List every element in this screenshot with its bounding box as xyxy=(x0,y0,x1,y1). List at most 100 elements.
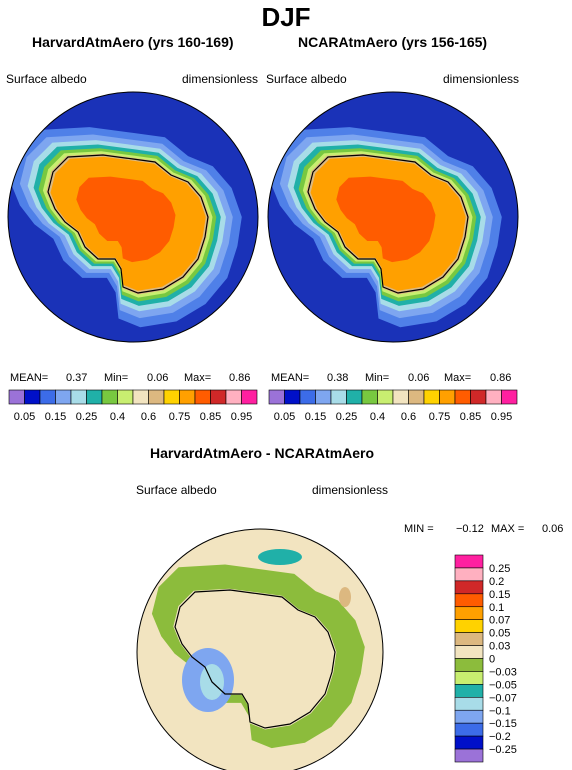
colorbar-swatch xyxy=(132,389,149,405)
colorbar-swatch xyxy=(454,697,484,711)
max-label-harvard: Max= xyxy=(184,372,212,384)
variable-label-ncar: Surface albedo xyxy=(266,72,347,86)
colorbar-tick-label: −0.25 xyxy=(489,744,517,756)
colorbar-swatch xyxy=(454,580,484,595)
colorbar-swatch xyxy=(101,389,118,405)
max-value-diff: 0.06 xyxy=(542,523,564,535)
colorbar-swatch xyxy=(148,389,165,405)
max-label-ncar: Max= xyxy=(444,372,472,384)
colorbar-tick-label: 0 xyxy=(489,654,495,666)
colorbar-swatch xyxy=(454,671,484,685)
colorbar-swatch xyxy=(454,722,484,737)
mean-value-harvard: 0.37 xyxy=(66,372,88,384)
variable-label-harvard: Surface albedo xyxy=(6,72,87,86)
colorbar-tick-label: −0.03 xyxy=(489,666,517,678)
colorbar-tick-label: 0.05 xyxy=(14,411,35,423)
coastline xyxy=(307,154,469,294)
colorbar-swatch xyxy=(86,389,103,405)
units-label-harvard: dimensionless xyxy=(182,72,259,86)
colorbar-swatch xyxy=(299,389,316,405)
colorbar-swatch xyxy=(268,389,285,405)
colorbar-swatch xyxy=(439,389,456,405)
colorbar-tick-label: 0.85 xyxy=(460,411,481,423)
mean-label-harvard: MEAN= xyxy=(10,372,49,384)
colorbar-tick-label: 0.1 xyxy=(489,602,504,614)
colorbar-swatch xyxy=(454,684,484,698)
colorbar-swatch xyxy=(454,619,484,633)
max-label-diff: MAX = xyxy=(491,523,525,535)
colorbar-harvard: 0.05 0.15 0.25 0.4 0.6 0.75 0.85 0.95 xyxy=(8,389,258,423)
panel-title-ncar: NCARAtmAero (yrs 156-165) xyxy=(298,34,488,50)
colorbar-tick-label: 0.95 xyxy=(231,411,252,423)
min-value-ncar: 0.06 xyxy=(408,372,430,384)
colorbar-tick-label: 0.05 xyxy=(489,628,510,640)
colorbar-swatch xyxy=(55,389,72,405)
variable-label-diff: Surface albedo xyxy=(136,483,217,497)
colorbar-tick-label: 0.4 xyxy=(370,411,385,423)
high-albedo-core xyxy=(76,176,176,263)
colorbar-tick-label: 0.6 xyxy=(141,411,156,423)
colorbar-swatch xyxy=(39,389,56,405)
colorbar-swatch xyxy=(454,632,484,646)
colorbar-tick-label: −0.15 xyxy=(489,718,517,730)
colorbar-swatch xyxy=(454,606,484,620)
max-value-harvard: 0.86 xyxy=(229,372,251,384)
colorbar-swatch xyxy=(454,748,484,763)
positive-anomaly-east xyxy=(339,587,351,607)
colorbar-swatch xyxy=(392,389,409,405)
colorbar-swatch xyxy=(163,389,180,405)
colorbar-tick-label: 0.4 xyxy=(110,411,125,423)
panel-title-harvard: HarvardAtmAero (yrs 160-169) xyxy=(32,34,234,50)
colorbar-swatch xyxy=(8,389,25,405)
map-border xyxy=(7,91,259,343)
colorbar-swatch xyxy=(423,389,440,405)
colorbar-swatch xyxy=(210,389,227,405)
max-value-ncar: 0.86 xyxy=(490,372,512,384)
min-label-harvard: Min= xyxy=(104,372,129,384)
colorbar-swatch xyxy=(454,645,484,659)
map-border xyxy=(136,528,384,770)
colorbar-tick-label: 0.95 xyxy=(491,411,512,423)
difference-title: HarvardAtmAero - NCARAtmAero xyxy=(150,445,375,461)
colorbar-swatch xyxy=(346,389,363,405)
colorbar-tick-label: 0.85 xyxy=(200,411,221,423)
colorbar-tick-label: 0.75 xyxy=(429,411,450,423)
colorbar-swatch xyxy=(361,389,378,405)
colorbar-tick-label: 0.03 xyxy=(489,641,510,653)
units-label-ncar: dimensionless xyxy=(443,72,520,86)
colorbar-swatch xyxy=(454,658,484,672)
difference-map xyxy=(137,529,383,770)
colorbar-swatch xyxy=(70,389,87,405)
colorbar-swatch xyxy=(454,389,471,405)
continent-near-zero xyxy=(173,588,337,730)
colorbar-tick-label: −0.2 xyxy=(489,731,511,743)
colorbar-tick-label: 0.15 xyxy=(45,411,66,423)
colorbar-tick-label: −0.07 xyxy=(489,692,517,704)
colorbar-tick-label: −0.1 xyxy=(489,705,511,717)
colorbar-swatch xyxy=(485,389,502,405)
colorbar-tick-label: 0.75 xyxy=(169,411,190,423)
high-albedo-core xyxy=(336,176,436,263)
colorbar-tick-label: 0.6 xyxy=(401,411,416,423)
colorbar-swatch xyxy=(454,593,484,608)
albedo-map-ncar xyxy=(268,92,518,342)
colorbar-tick-label: 0.15 xyxy=(489,589,510,601)
colorbar-tick-label: 0.05 xyxy=(274,411,295,423)
colorbar-swatch xyxy=(179,389,196,405)
colorbar-swatch xyxy=(194,389,211,405)
colorbar-swatch xyxy=(330,389,347,405)
colorbar-tick-label: 0.15 xyxy=(305,411,326,423)
colorbar-tick-label: 0.25 xyxy=(489,563,510,575)
colorbar-tick-label: −0.05 xyxy=(489,679,517,691)
colorbar-swatch xyxy=(408,389,425,405)
colorbar-swatch xyxy=(24,389,41,405)
negative-anomaly-north xyxy=(258,549,302,565)
colorbar-difference: 0.250.20.150.10.070.050.030−0.03−0.05−0.… xyxy=(454,554,517,763)
coastline xyxy=(47,154,209,294)
colorbar-tick-label: 0.2 xyxy=(489,576,504,588)
colorbar-swatch xyxy=(377,389,394,405)
map-border xyxy=(267,91,519,343)
main-title: DJF xyxy=(261,2,311,32)
mean-label-ncar: MEAN= xyxy=(271,372,310,384)
